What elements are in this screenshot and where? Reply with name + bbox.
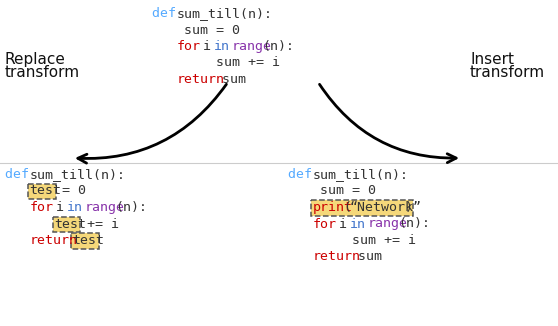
FancyBboxPatch shape	[28, 184, 56, 199]
Text: range: range	[368, 217, 408, 230]
Text: test: test	[30, 185, 61, 198]
Text: (n):: (n):	[399, 217, 431, 230]
Text: sum_till(n):: sum_till(n):	[30, 168, 126, 181]
Text: return: return	[30, 234, 78, 247]
Text: in: in	[214, 40, 229, 53]
Text: (n):: (n):	[116, 201, 148, 214]
Text: i: i	[48, 201, 72, 214]
Text: transform: transform	[5, 65, 80, 80]
Text: for: for	[30, 201, 54, 214]
Text: += i: += i	[79, 217, 119, 230]
Text: def: def	[152, 7, 184, 20]
Text: range: range	[85, 201, 125, 214]
Text: return: return	[312, 250, 360, 263]
FancyBboxPatch shape	[311, 200, 412, 215]
Text: sum_till(n):: sum_till(n):	[176, 7, 273, 20]
FancyBboxPatch shape	[52, 216, 80, 232]
Text: in: in	[66, 201, 83, 214]
Text: i: i	[331, 217, 355, 230]
Text: for: for	[176, 40, 200, 53]
Text: ): )	[405, 201, 413, 214]
Text: def: def	[5, 168, 37, 181]
Text: test: test	[73, 234, 105, 247]
FancyBboxPatch shape	[71, 233, 99, 248]
Text: Insert: Insert	[470, 52, 514, 67]
Text: i: i	[195, 40, 219, 53]
Text: in: in	[349, 217, 365, 230]
Text: sum = 0: sum = 0	[288, 185, 376, 198]
Text: (: (	[343, 201, 352, 214]
Text: = 0: = 0	[54, 185, 86, 198]
Text: sum += i: sum += i	[152, 56, 280, 69]
Text: Replace: Replace	[5, 52, 66, 67]
Text: for: for	[312, 217, 336, 230]
Text: (n):: (n):	[263, 40, 295, 53]
Text: “Network”: “Network”	[349, 201, 421, 214]
Text: sum: sum	[214, 73, 246, 86]
Text: def: def	[288, 168, 320, 181]
Text: sum += i: sum += i	[288, 234, 416, 247]
Text: return: return	[176, 73, 225, 86]
Text: print: print	[312, 201, 353, 214]
Text: test: test	[54, 217, 86, 230]
Text: sum = 0: sum = 0	[152, 23, 240, 37]
Text: sum: sum	[349, 250, 382, 263]
Text: range: range	[232, 40, 272, 53]
Text: sum_till(n):: sum_till(n):	[312, 168, 408, 181]
Text: transform: transform	[470, 65, 545, 80]
